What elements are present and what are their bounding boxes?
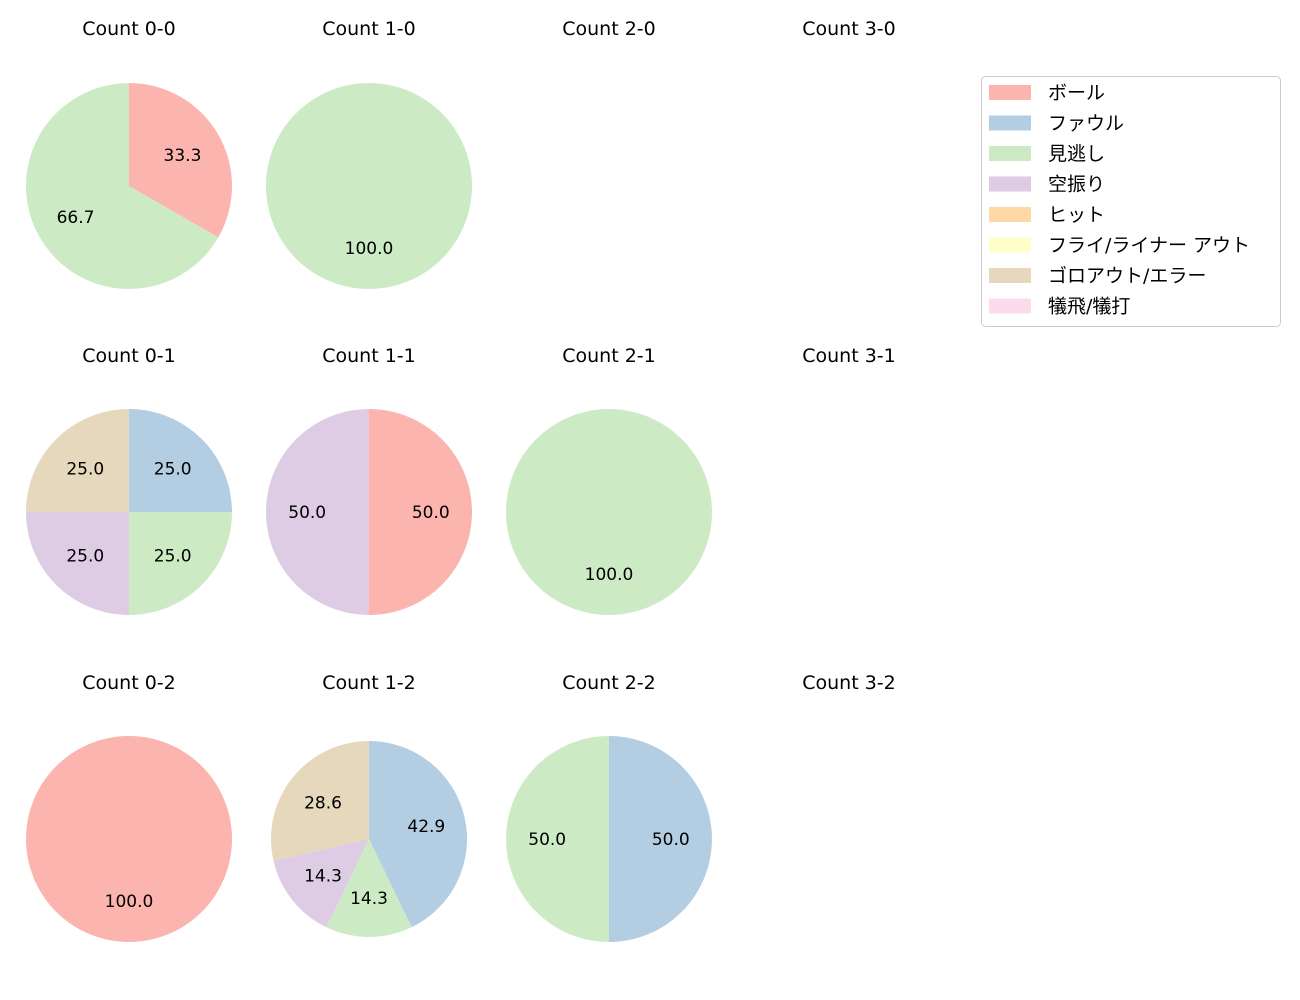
pie-title: Count 2-2 xyxy=(562,672,656,694)
slice-label: 25.0 xyxy=(154,459,192,479)
legend-label: ヒット xyxy=(1048,204,1105,226)
pie-count-1-1: Count 1-1 50.0 50.0 xyxy=(266,345,472,615)
pie-count-2-0: Count 2-0 xyxy=(562,18,656,40)
pie-count-3-2: Count 3-2 xyxy=(802,672,896,694)
slice-label: 50.0 xyxy=(412,503,450,523)
slice-ファウル xyxy=(609,736,712,942)
legend-swatch xyxy=(989,207,1031,222)
slice-label: 28.6 xyxy=(304,793,342,813)
slice-label: 100.0 xyxy=(585,565,634,585)
legend-label: フライ/ライナー アウト xyxy=(1048,235,1250,257)
slice-ボール xyxy=(129,83,233,238)
legend-label: 見逃し xyxy=(1048,143,1105,165)
slice-label: 14.3 xyxy=(350,889,388,909)
slice-label: 42.9 xyxy=(407,817,445,837)
slice-見逃し xyxy=(506,409,712,615)
legend-swatch xyxy=(989,176,1031,192)
pie-count-1-2: Count 1-2 42.9 14.3 14.3 28.6 xyxy=(271,672,467,937)
slice-ファウル xyxy=(129,409,232,512)
pie-title: Count 3-1 xyxy=(802,345,896,367)
legend-swatch xyxy=(989,115,1031,131)
pie-title: Count 0-0 xyxy=(82,18,176,40)
legend-swatch xyxy=(989,146,1031,161)
legend-frame xyxy=(981,76,1281,327)
pie-count-3-1: Count 3-1 xyxy=(802,345,896,367)
slice-見逃し xyxy=(129,512,232,615)
slice-ゴロアウト/エラー xyxy=(26,409,129,512)
slice-label: 66.7 xyxy=(57,208,95,228)
slice-label: 50.0 xyxy=(528,830,566,850)
pie-title: Count 2-0 xyxy=(562,18,656,40)
pie-count-2-2: Count 2-2 50.0 50.0 xyxy=(506,672,712,942)
legend-label: 犠飛/犠打 xyxy=(1048,296,1130,318)
pie-count-0-2: Count 0-2 100.0 xyxy=(26,672,232,942)
pie-count-3-0: Count 3-0 xyxy=(802,18,896,40)
pie-title: Count 1-2 xyxy=(322,672,416,694)
slice-label: 25.0 xyxy=(66,459,104,479)
pie-title: Count 3-0 xyxy=(802,18,896,40)
pie-count-2-1: Count 2-1 100.0 xyxy=(506,345,712,615)
slice-ゴロアウト/エラー xyxy=(271,741,369,861)
slice-ボール xyxy=(369,409,472,615)
slice-見逃し xyxy=(326,839,412,937)
pie-count-0-1: Count 0-1 25.0 25.0 25.0 25.0 xyxy=(26,345,232,615)
slice-空振り xyxy=(266,409,369,615)
pie-count-1-0: Count 1-0 100.0 xyxy=(266,18,472,289)
slice-ボール xyxy=(26,736,232,942)
slice-label: 25.0 xyxy=(154,547,192,567)
legend-swatch xyxy=(989,268,1031,283)
legend-label: ゴロアウト/エラー xyxy=(1048,265,1206,287)
legend-swatch xyxy=(989,237,1031,253)
slice-見逃し xyxy=(26,83,219,290)
pie-count-0-0: Count 0-0 33.3 66.7 xyxy=(26,18,233,290)
slice-見逃し xyxy=(266,83,472,289)
pie-title: Count 1-1 xyxy=(322,345,416,367)
legend-swatch xyxy=(989,85,1031,100)
slice-label: 25.0 xyxy=(66,547,104,567)
slice-label: 14.3 xyxy=(304,867,342,887)
legend-swatch xyxy=(989,298,1031,314)
legend-label: ファウル xyxy=(1048,113,1124,135)
legend-label: ボール xyxy=(1048,82,1105,104)
slice-空振り xyxy=(26,512,129,615)
slice-label: 100.0 xyxy=(105,892,154,912)
slice-label: 50.0 xyxy=(652,830,690,850)
pie-title: Count 3-2 xyxy=(802,672,896,694)
slice-空振り xyxy=(273,839,369,928)
pie-title: Count 0-1 xyxy=(82,345,176,367)
slice-ファウル xyxy=(369,741,467,928)
slice-label: 100.0 xyxy=(345,239,394,259)
slice-見逃し xyxy=(506,736,609,942)
slice-label: 33.3 xyxy=(164,146,202,166)
legend-label: 空振り xyxy=(1048,174,1105,196)
pie-title: Count 0-2 xyxy=(82,672,176,694)
slice-label: 50.0 xyxy=(288,503,326,523)
pie-title: Count 1-0 xyxy=(322,18,416,40)
pie-title: Count 2-1 xyxy=(562,345,656,367)
